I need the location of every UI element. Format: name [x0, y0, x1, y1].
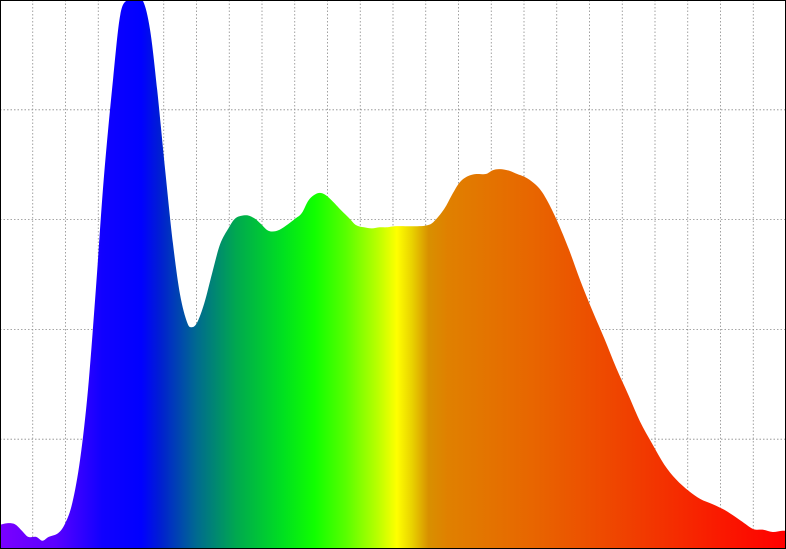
spectrum-chart — [0, 0, 786, 549]
spectrum-area-series — [0, 0, 786, 549]
spectrum-plot-area — [0, 0, 786, 549]
